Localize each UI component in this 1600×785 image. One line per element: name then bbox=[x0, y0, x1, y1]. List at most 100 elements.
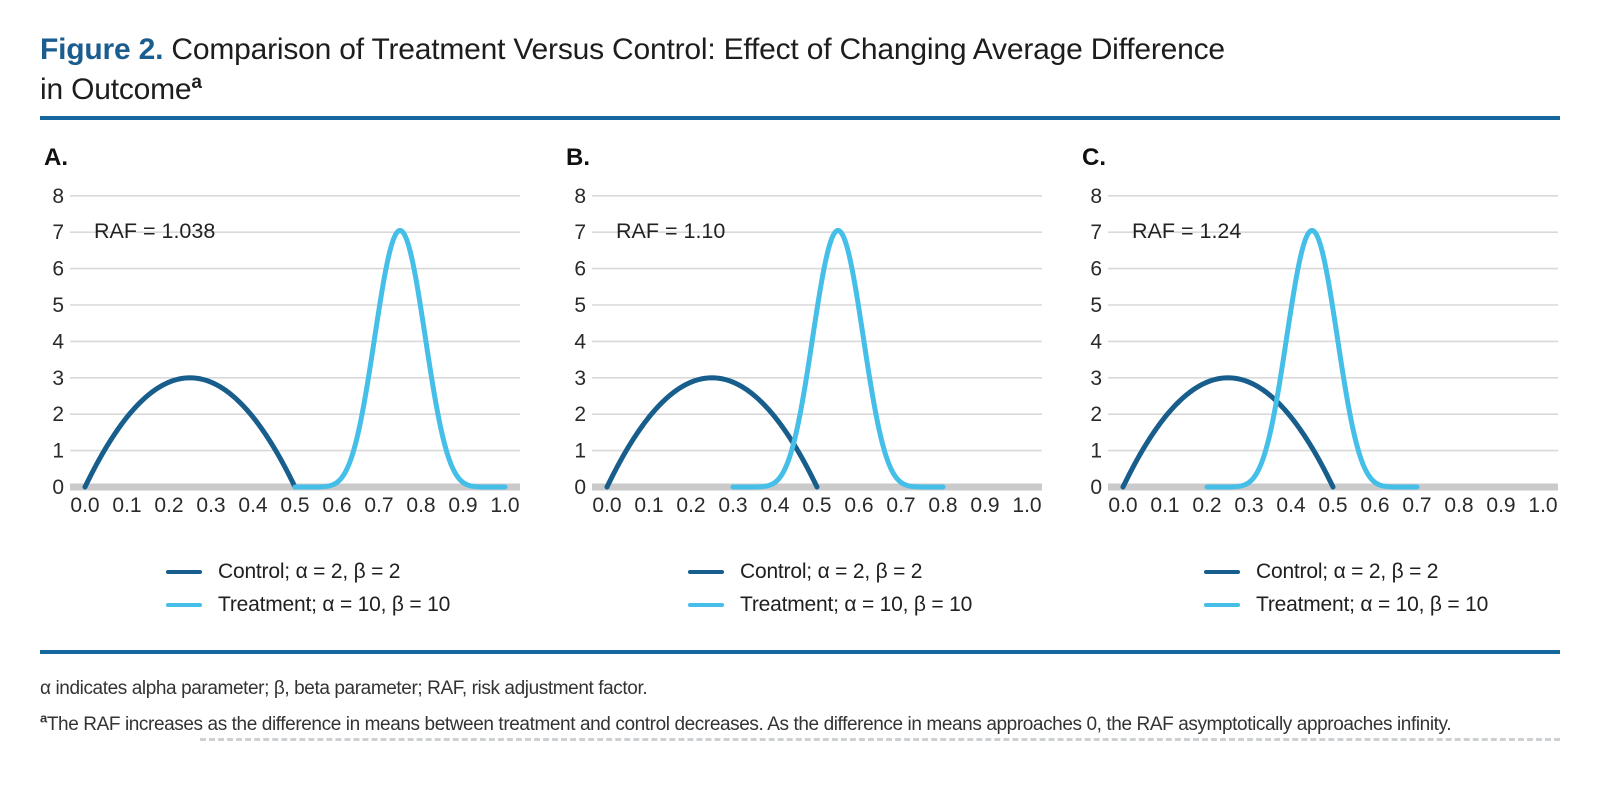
treatment-line-swatch bbox=[166, 602, 202, 607]
abbreviation-footnote: α indicates alpha parameter; β, beta par… bbox=[40, 678, 648, 699]
top-divider-rule bbox=[40, 116, 1560, 120]
legend-row-treatment: Treatment; α = 10, β = 10 bbox=[688, 588, 972, 621]
control-line-swatch bbox=[688, 569, 724, 574]
legend-label-treatment: Treatment; α = 10, β = 10 bbox=[1256, 592, 1489, 616]
chart-panel-b: B. 0 1 2 3 4 5 6 7 8 0.0 0.1 0.2 0.3 0.4 0.5 0.6 0.7 0.8 0… bbox=[552, 140, 1072, 640]
beta-distribution-chart-b: 0 1 2 3 4 5 6 7 8 0.0 0.1 0.2 0.3 0.4 0.5 0.6 0.7 0.8 0.9 1… bbox=[574, 185, 1042, 517]
svg-text:0.5: 0.5 bbox=[802, 494, 831, 517]
legend-row-control: Control; α = 2, β = 2 bbox=[166, 555, 450, 588]
svg-text:0.1: 0.1 bbox=[112, 494, 141, 517]
chart-legend-b: Control; α = 2, β = 2 Treatment; α = 10,… bbox=[688, 555, 972, 621]
svg-text:2: 2 bbox=[52, 403, 64, 426]
svg-text:3: 3 bbox=[1090, 367, 1102, 390]
svg-text:3: 3 bbox=[52, 367, 64, 390]
svg-text:0.7: 0.7 bbox=[1402, 494, 1431, 517]
svg-text:0.6: 0.6 bbox=[322, 494, 351, 517]
svg-text:0.6: 0.6 bbox=[844, 494, 873, 517]
svg-text:0.3: 0.3 bbox=[718, 494, 747, 517]
svg-text:0.2: 0.2 bbox=[1192, 494, 1221, 517]
legend-row-control: Control; α = 2, β = 2 bbox=[1204, 555, 1488, 588]
svg-text:7: 7 bbox=[52, 221, 64, 244]
svg-text:8: 8 bbox=[574, 185, 586, 208]
treatment-line-swatch bbox=[688, 602, 724, 607]
svg-text:3: 3 bbox=[574, 367, 586, 390]
svg-text:1: 1 bbox=[1090, 440, 1102, 463]
svg-text:7: 7 bbox=[574, 221, 586, 244]
svg-text:1: 1 bbox=[574, 440, 586, 463]
svg-text:0.5: 0.5 bbox=[1318, 494, 1347, 517]
footnote-text: The RAF increases as the difference in m… bbox=[46, 714, 1452, 735]
beta-distribution-chart-a: 0 1 2 3 4 5 6 7 8 0.0 0.1 0.2 0.3 0.4 0.5 0.6 0.7 0.8 0.9 1… bbox=[52, 185, 520, 517]
legend-label-control: Control; α = 2, β = 2 bbox=[740, 559, 923, 583]
svg-text:2: 2 bbox=[574, 403, 586, 426]
svg-text:0.8: 0.8 bbox=[406, 494, 435, 517]
control-line-swatch bbox=[166, 569, 202, 574]
legend-label-treatment: Treatment; α = 10, β = 10 bbox=[740, 592, 973, 616]
chart-legend-c: Control; α = 2, β = 2 Treatment; α = 10,… bbox=[1204, 555, 1488, 621]
chart-panel-a: A. 0 1 2 3 4 5 6 7 8 0.0 0.1 0.2 0.3 0.4 0.5 0.6 0.7 0.8 0… bbox=[30, 140, 550, 640]
raf-footnote: aThe RAF increases as the difference in … bbox=[40, 710, 1560, 736]
svg-text:0.9: 0.9 bbox=[970, 494, 999, 517]
svg-text:0.7: 0.7 bbox=[886, 494, 915, 517]
svg-text:2: 2 bbox=[1090, 403, 1102, 426]
cropped-next-line-artifact bbox=[200, 738, 1560, 741]
svg-text:0.4: 0.4 bbox=[1276, 494, 1306, 517]
svg-text:0.4: 0.4 bbox=[760, 494, 790, 517]
figure-title: Figure 2. Comparison of Treatment Versus… bbox=[40, 30, 1500, 110]
svg-text:0.8: 0.8 bbox=[928, 494, 957, 517]
svg-text:0.0: 0.0 bbox=[1108, 494, 1137, 517]
svg-text:5: 5 bbox=[574, 294, 586, 317]
control-line-swatch bbox=[1204, 569, 1240, 574]
bottom-divider-rule bbox=[40, 650, 1560, 654]
svg-text:8: 8 bbox=[52, 185, 64, 208]
svg-text:0.3: 0.3 bbox=[1234, 494, 1263, 517]
legend-label-treatment: Treatment; α = 10, β = 10 bbox=[218, 592, 451, 616]
svg-text:8: 8 bbox=[1090, 185, 1102, 208]
svg-text:4: 4 bbox=[1090, 330, 1102, 353]
treatment-line-swatch bbox=[1204, 602, 1240, 607]
svg-text:6: 6 bbox=[574, 258, 586, 281]
svg-text:0.8: 0.8 bbox=[1444, 494, 1473, 517]
svg-text:0.6: 0.6 bbox=[1360, 494, 1389, 517]
svg-text:7: 7 bbox=[1090, 221, 1102, 244]
legend-label-control: Control; α = 2, β = 2 bbox=[218, 559, 401, 583]
svg-text:0.0: 0.0 bbox=[592, 494, 621, 517]
svg-text:0.9: 0.9 bbox=[448, 494, 477, 517]
legend-row-control: Control; α = 2, β = 2 bbox=[688, 555, 972, 588]
svg-text:RAF = 1.10: RAF = 1.10 bbox=[616, 219, 725, 243]
svg-text:5: 5 bbox=[52, 294, 64, 317]
legend-row-treatment: Treatment; α = 10, β = 10 bbox=[1204, 588, 1488, 621]
svg-text:0.2: 0.2 bbox=[676, 494, 705, 517]
svg-text:0.1: 0.1 bbox=[1150, 494, 1179, 517]
svg-text:RAF = 1.038: RAF = 1.038 bbox=[94, 219, 215, 243]
svg-text:0: 0 bbox=[52, 476, 64, 499]
svg-text:1.0: 1.0 bbox=[1528, 494, 1557, 517]
svg-text:0: 0 bbox=[1090, 476, 1102, 499]
svg-text:0.1: 0.1 bbox=[634, 494, 663, 517]
svg-text:1.0: 1.0 bbox=[490, 494, 519, 517]
legend-label-control: Control; α = 2, β = 2 bbox=[1256, 559, 1439, 583]
svg-text:0.4: 0.4 bbox=[238, 494, 268, 517]
svg-text:RAF = 1.24: RAF = 1.24 bbox=[1132, 219, 1241, 243]
svg-text:6: 6 bbox=[1090, 258, 1102, 281]
svg-text:0.3: 0.3 bbox=[196, 494, 225, 517]
svg-text:1.0: 1.0 bbox=[1012, 494, 1041, 517]
title-footnote-marker: a bbox=[191, 72, 202, 93]
chart-legend-a: Control; α = 2, β = 2 Treatment; α = 10,… bbox=[166, 555, 450, 621]
legend-row-treatment: Treatment; α = 10, β = 10 bbox=[166, 588, 450, 621]
svg-text:4: 4 bbox=[52, 330, 64, 353]
figure-title-line2: in Outcomea bbox=[40, 70, 1500, 110]
svg-text:0.0: 0.0 bbox=[70, 494, 99, 517]
chart-panel-c: C. 0 1 2 3 4 5 6 7 8 0.0 0.1 0.2 0.3 0.4 0.5 0.6 0.7 0.8 0… bbox=[1068, 140, 1588, 640]
footnote-marker: a bbox=[40, 710, 47, 726]
svg-text:0.7: 0.7 bbox=[364, 494, 393, 517]
svg-text:0.2: 0.2 bbox=[154, 494, 183, 517]
figure-title-text-line2: in Outcome bbox=[40, 73, 192, 106]
figure-title-text: Comparison of Treatment Versus Control: … bbox=[163, 33, 1225, 66]
panel-label-a: A. bbox=[44, 144, 68, 171]
figure-title-line1: Figure 2. Comparison of Treatment Versus… bbox=[40, 30, 1500, 70]
figure-number-label: Figure 2. bbox=[40, 33, 164, 66]
svg-text:5: 5 bbox=[1090, 294, 1102, 317]
svg-text:0.5: 0.5 bbox=[280, 494, 309, 517]
